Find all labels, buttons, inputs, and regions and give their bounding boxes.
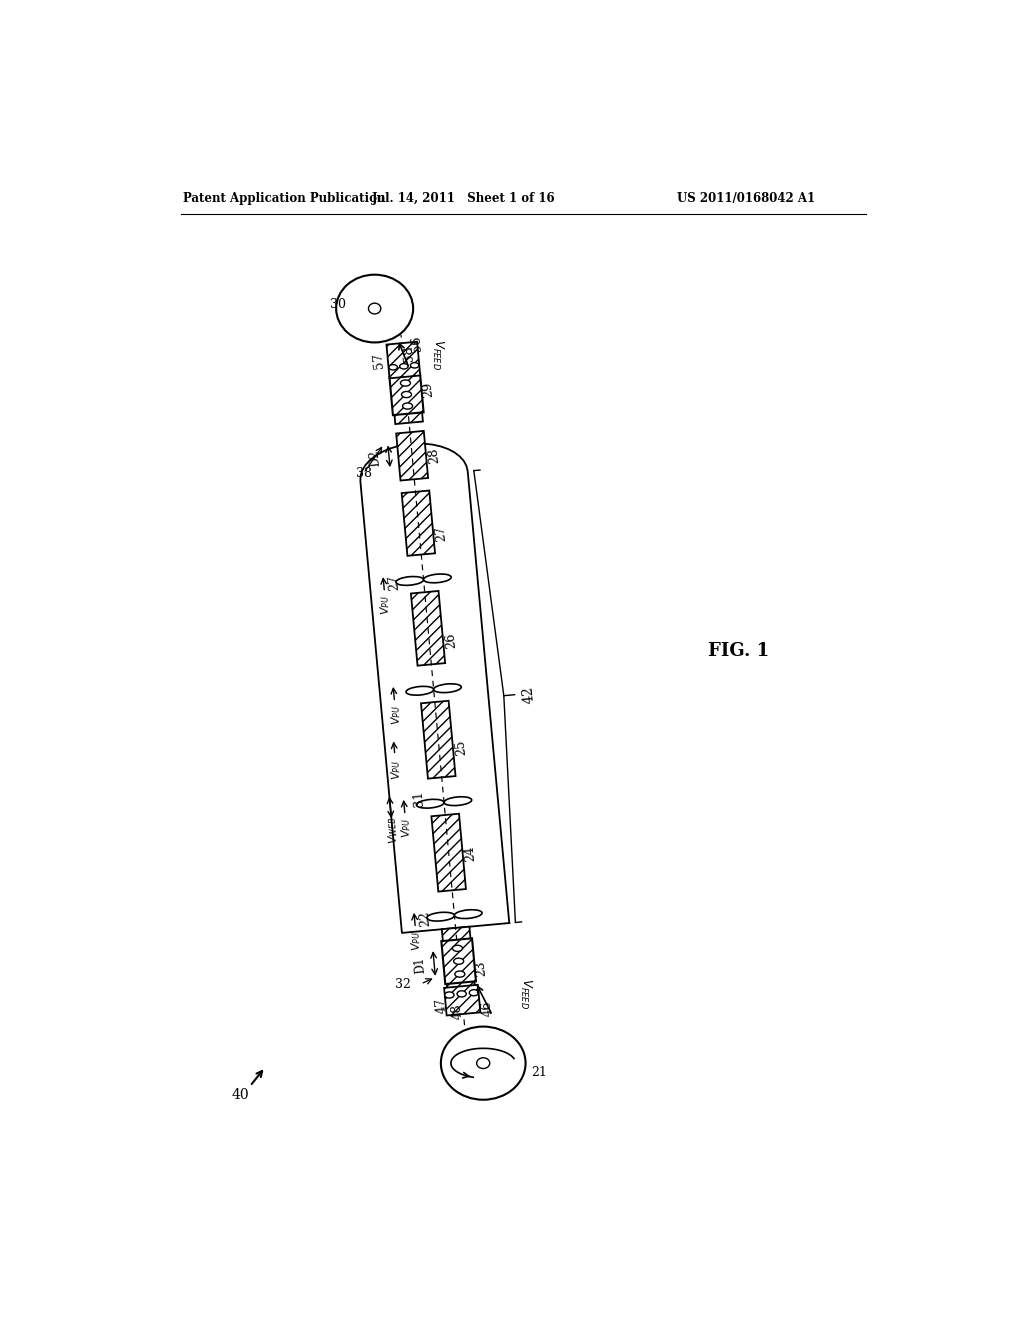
Text: 42: 42: [520, 685, 537, 704]
Polygon shape: [441, 939, 476, 985]
Ellipse shape: [455, 909, 482, 919]
Text: 23: 23: [474, 960, 488, 977]
Ellipse shape: [477, 1057, 489, 1069]
Text: 26: 26: [443, 632, 458, 649]
Ellipse shape: [453, 945, 463, 952]
Text: $V_{FEED}$: $V_{FEED}$: [430, 339, 445, 371]
Text: 29: 29: [421, 381, 435, 397]
Text: Jul. 14, 2011   Sheet 1 of 16: Jul. 14, 2011 Sheet 1 of 16: [372, 191, 555, 205]
Text: D2: D2: [368, 449, 382, 466]
Polygon shape: [360, 444, 509, 933]
Text: 47: 47: [434, 997, 449, 1014]
Ellipse shape: [441, 1027, 525, 1100]
Text: 30: 30: [330, 298, 346, 312]
Ellipse shape: [396, 577, 424, 585]
Text: 28: 28: [427, 446, 441, 463]
Text: 27: 27: [387, 574, 401, 591]
Text: 24: 24: [463, 845, 477, 862]
Text: Patent Application Publication: Patent Application Publication: [183, 191, 385, 205]
Ellipse shape: [444, 991, 454, 998]
Ellipse shape: [444, 797, 472, 805]
Ellipse shape: [469, 990, 478, 995]
Ellipse shape: [402, 403, 413, 409]
Text: 32: 32: [395, 978, 412, 990]
Text: 31: 31: [412, 789, 426, 807]
Text: $V_{FEED}$: $V_{FEED}$: [518, 978, 534, 1010]
Text: 57: 57: [372, 352, 386, 370]
Text: 25: 25: [454, 739, 468, 755]
Text: 48: 48: [450, 1003, 464, 1020]
Polygon shape: [411, 591, 445, 665]
Ellipse shape: [455, 972, 465, 977]
Ellipse shape: [407, 686, 433, 696]
Polygon shape: [431, 813, 466, 891]
Ellipse shape: [400, 380, 411, 387]
Text: D1: D1: [413, 956, 428, 974]
Ellipse shape: [399, 363, 409, 370]
Ellipse shape: [389, 364, 397, 370]
Ellipse shape: [427, 912, 455, 921]
Polygon shape: [386, 342, 420, 379]
Text: $V_{PU}$: $V_{PU}$: [409, 931, 424, 950]
Polygon shape: [389, 374, 424, 414]
Polygon shape: [421, 701, 456, 779]
Text: 56: 56: [410, 335, 425, 352]
Text: 58: 58: [401, 345, 416, 362]
Ellipse shape: [411, 363, 419, 368]
Text: $V_{PU}$: $V_{PU}$: [378, 594, 393, 615]
Polygon shape: [444, 985, 480, 1015]
Text: 22: 22: [418, 909, 432, 927]
Text: 27: 27: [434, 525, 449, 543]
Polygon shape: [390, 366, 423, 424]
Ellipse shape: [454, 958, 464, 965]
Polygon shape: [401, 491, 435, 556]
Ellipse shape: [401, 392, 412, 397]
Text: $V_{PU}$: $V_{PU}$: [388, 759, 404, 780]
Text: US 2011/0168042 A1: US 2011/0168042 A1: [677, 191, 815, 205]
Text: 46: 46: [480, 999, 495, 1016]
Text: 21: 21: [531, 1065, 547, 1078]
Ellipse shape: [369, 304, 381, 314]
Text: FIG. 1: FIG. 1: [709, 643, 769, 660]
Text: $V_{PU}$: $V_{PU}$: [388, 704, 403, 725]
Ellipse shape: [336, 275, 413, 342]
Polygon shape: [441, 927, 475, 995]
Ellipse shape: [457, 991, 466, 997]
Ellipse shape: [424, 574, 452, 583]
Text: 40: 40: [231, 1089, 250, 1102]
Polygon shape: [396, 430, 428, 480]
Text: $V_{PU}$: $V_{PU}$: [398, 817, 414, 838]
Text: $V_{WEB}$: $V_{WEB}$: [384, 816, 400, 845]
Ellipse shape: [417, 800, 444, 808]
Text: 38: 38: [355, 467, 372, 480]
Ellipse shape: [433, 684, 461, 693]
